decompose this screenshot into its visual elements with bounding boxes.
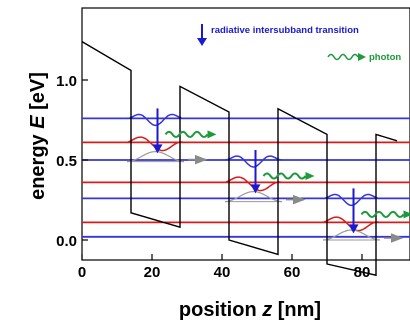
legend-transition-arrowhead-icon (197, 38, 207, 46)
plot-frame (81, 7, 410, 261)
y-tick-label-1: 0.5 (56, 153, 77, 170)
x-axis-title-unit: [nm] (272, 299, 321, 321)
transitions (152, 108, 410, 243)
upper-wavefunction-0 (126, 113, 185, 127)
x-tick-label-3: 60 (284, 264, 301, 281)
conduction-band-profile (81, 40, 398, 277)
y-axis-title-prefix: energy (27, 129, 49, 200)
photon-arrowhead-0 (207, 130, 217, 139)
legend-transition-label: radiative intersubband transition (211, 25, 359, 36)
photon-arrowhead-1 (305, 172, 315, 180)
transition-arrowhead-2 (348, 224, 359, 234)
legend: radiative intersubband transition photon (197, 24, 401, 63)
wavefunctions (126, 113, 381, 241)
y-axis-title-unit: [eV] (27, 72, 49, 115)
x-tick-label-0: 0 (78, 264, 86, 281)
upper-wavefunction-1 (224, 155, 283, 168)
legend-photon-wave-icon (327, 53, 359, 61)
photon-arrowhead-2 (403, 210, 410, 219)
y-tick-label-0: 0.0 (56, 233, 77, 250)
potential-profile (81, 40, 398, 277)
y-axis-title-var: E (27, 115, 49, 129)
ground-wavefunction-2 (322, 229, 381, 241)
x-axis-title-var: z (261, 299, 272, 321)
x-axis-title: position z [nm] (179, 299, 321, 321)
y-tick-label-2: 1.0 (56, 73, 77, 90)
transition-arrowhead-0 (152, 144, 163, 154)
ground-wavefunction-0 (126, 150, 185, 163)
x-tick-label-1: 20 (144, 264, 161, 281)
legend-photon-label: photon (369, 52, 401, 63)
x-tick-label-2: 40 (214, 264, 231, 281)
x-tick-label-4: 80 (354, 264, 371, 281)
x-axis-title-prefix: position (179, 299, 262, 321)
y-axis-title: energy E [eV] (27, 72, 49, 200)
subband-levels (82, 117, 410, 238)
upper-wavefunction-2 (322, 193, 381, 207)
transition-arrowhead-1 (250, 184, 261, 194)
photon-wave-1 (262, 172, 307, 180)
photon-wave-2 (360, 210, 405, 218)
ground-wavefunction-1 (224, 190, 283, 203)
legend-photon-arrowhead-icon (358, 53, 366, 61)
photon-wave-0 (164, 130, 209, 138)
axis-ticks: 0.0 0.5 1.0 0 20 40 60 80 (56, 73, 370, 281)
